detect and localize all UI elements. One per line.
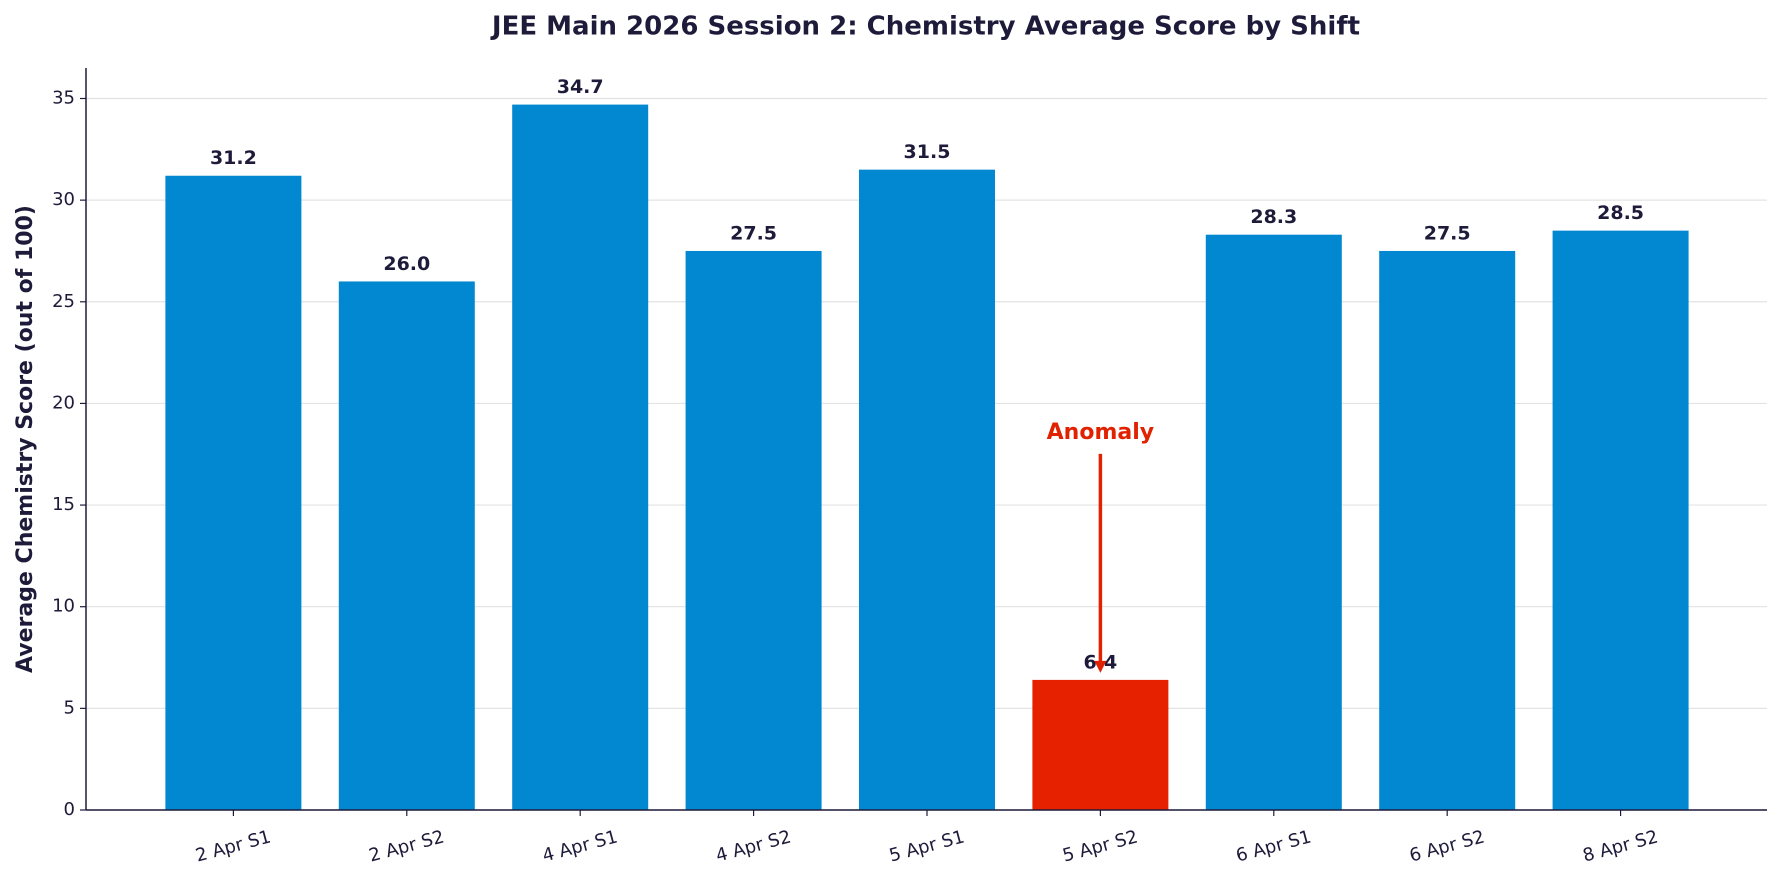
bar [512,104,649,810]
value-label: 28.3 [1250,206,1297,228]
y-tick-label: 20 [52,392,75,413]
y-tick-label: 0 [64,799,75,820]
x-tick-label: 6 Apr S1 [1234,826,1314,866]
y-tick-label: 15 [52,494,75,515]
x-tick-label: 6 Apr S2 [1407,826,1487,866]
bar [165,175,302,811]
y-tick-label: 30 [52,189,75,210]
y-tick-label: 35 [52,87,75,108]
bar [1032,679,1169,810]
bar [1205,234,1342,810]
value-label: 27.5 [1424,222,1471,244]
x-tick-label: 8 Apr S2 [1581,826,1661,866]
x-tick-label: 4 Apr S2 [714,826,794,866]
y-tick-label: 5 [64,697,75,718]
chart-title: JEE Main 2026 Session 2: Chemistry Avera… [490,12,1360,42]
bar [1552,230,1689,811]
value-label: 34.7 [557,76,604,98]
x-tick-label: 5 Apr S1 [887,826,967,866]
x-tick-label: 4 Apr S1 [540,826,620,866]
annotation: Anomaly [1047,420,1154,445]
value-label: 26.0 [383,253,430,275]
bar [338,281,475,811]
x-tick-label: 2 Apr S2 [367,826,447,866]
value-label: 27.5 [730,222,777,244]
value-label: 28.5 [1597,202,1644,224]
bar [1379,250,1516,810]
y-axis-label: Average Chemistry Score (out of 100) [13,205,38,673]
x-tick-label: 2 Apr S1 [193,826,273,866]
bar [858,169,995,811]
annotation-arrowhead [1094,660,1107,673]
x-tick-label: 5 Apr S2 [1060,826,1140,866]
value-label: 31.2 [210,147,257,169]
bar [685,250,822,810]
y-tick-label: 25 [52,291,75,312]
y-tick-label: 10 [52,596,75,617]
value-label: 31.5 [904,141,951,163]
